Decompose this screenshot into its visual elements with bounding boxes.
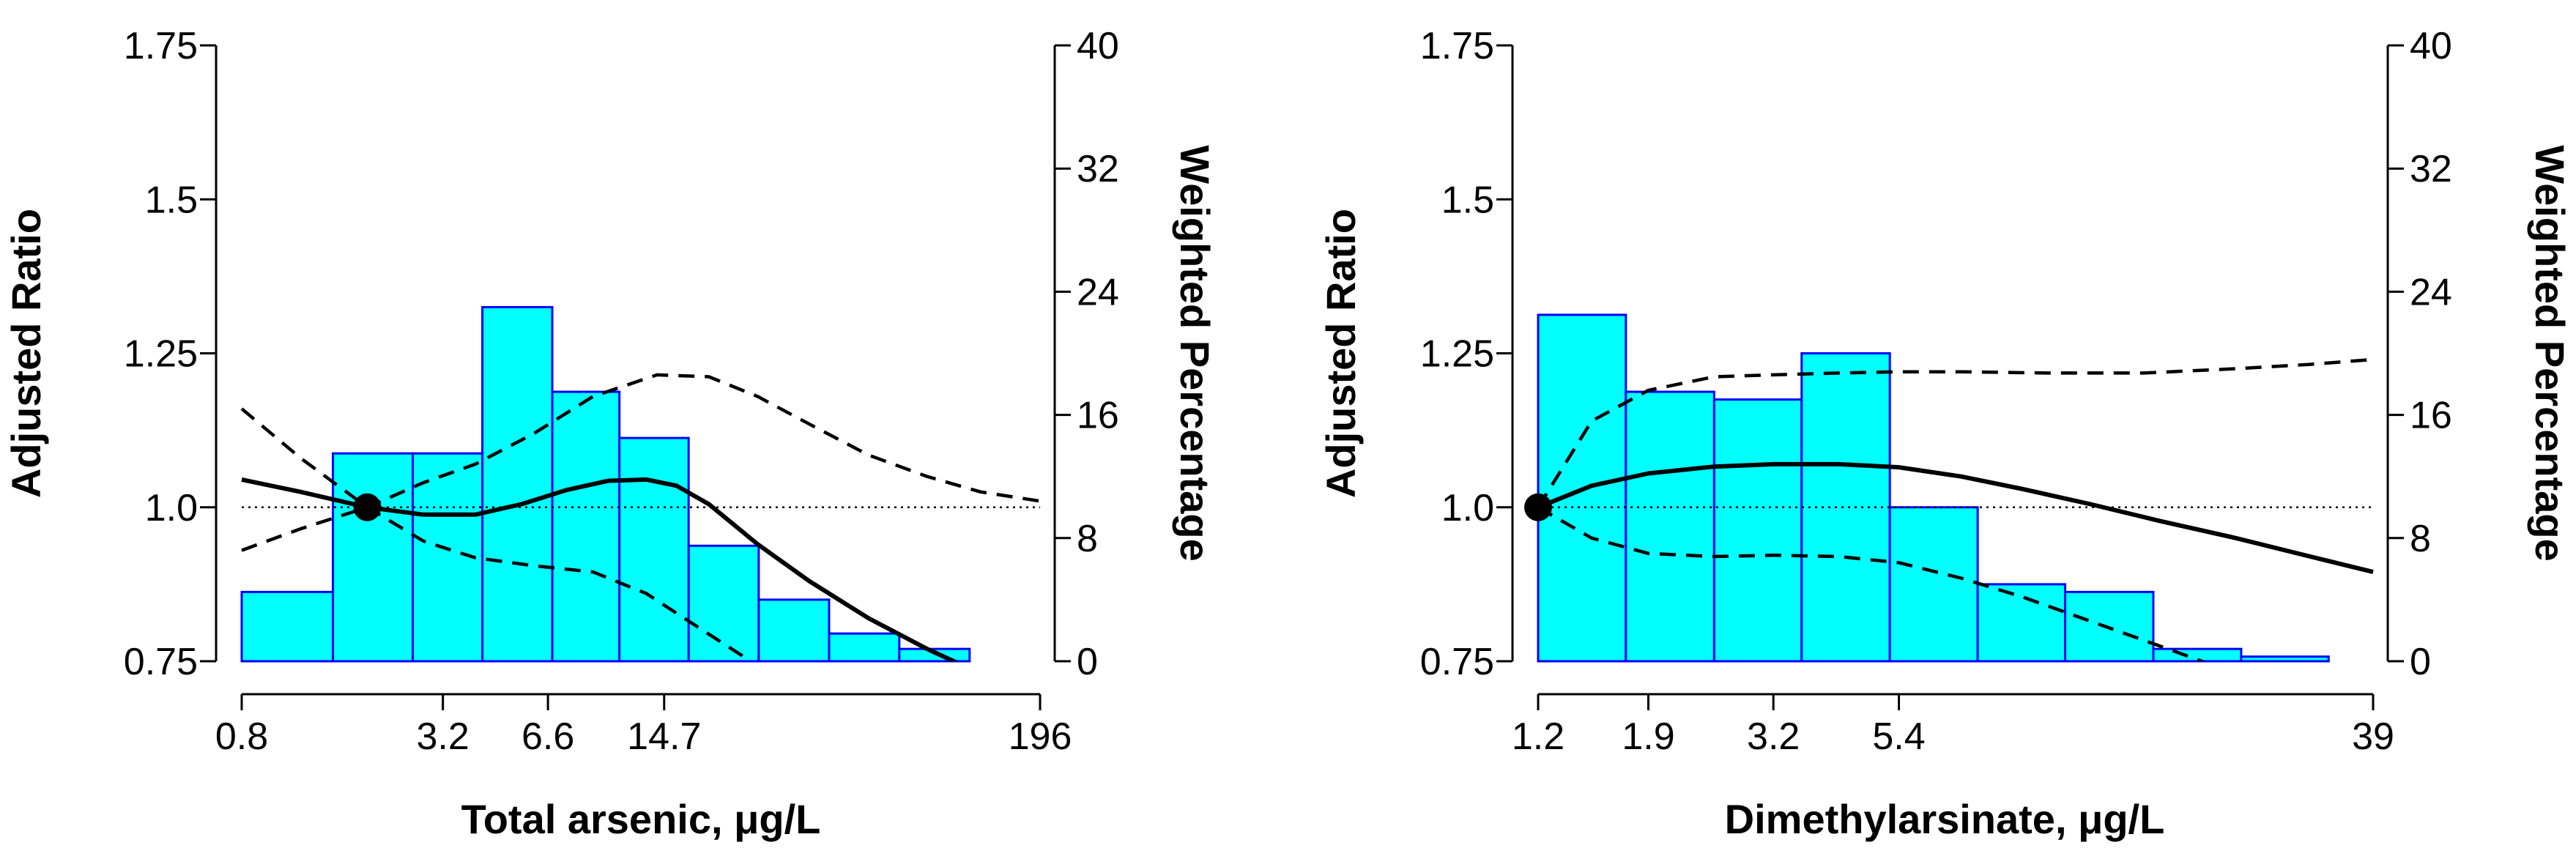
histogram-bar bbox=[2152, 647, 2243, 663]
right-y-tick-label: 40 bbox=[1077, 25, 1119, 67]
right-y-tick-label: 8 bbox=[2410, 518, 2431, 560]
left-y-axis-title: Adjusted Ratio bbox=[3, 209, 49, 498]
histogram-bar bbox=[240, 590, 335, 663]
histogram-bar bbox=[2240, 655, 2330, 663]
left-panel: 0.75 1.0 1.25 1.5 1.75 0 8 16 24 32 40 0.8 3.2 6.6 14.… bbox=[3, 25, 1218, 842]
histogram-bar bbox=[687, 544, 760, 663]
x-tick-label: 14.7 bbox=[627, 715, 701, 758]
histogram-bar bbox=[618, 436, 690, 663]
left-y-tick-label: 1.5 bbox=[1441, 179, 1494, 221]
x-tick-label: 6.6 bbox=[521, 715, 574, 758]
histogram-bar bbox=[828, 632, 901, 663]
right-y-tick-label: 24 bbox=[1077, 271, 1119, 313]
estimate-curve bbox=[1537, 461, 2374, 575]
x-tick-label: 0.8 bbox=[215, 715, 268, 758]
x-tick-label: 1.9 bbox=[1622, 715, 1674, 758]
histogram-bar bbox=[332, 452, 415, 663]
confidence-band-curve bbox=[1537, 357, 2374, 508]
reference-point bbox=[1524, 493, 1552, 521]
x-tick-label: 1.2 bbox=[1512, 715, 1564, 758]
left-y-tick-label: 1.25 bbox=[124, 333, 198, 376]
right-y-tick-label: 16 bbox=[1077, 395, 1119, 437]
histogram-bar bbox=[1625, 390, 1715, 663]
confidence-band-curve bbox=[240, 373, 1041, 510]
left-y-tick-label: 1.0 bbox=[145, 487, 198, 529]
x-axis-title: Dimethylarsinate, μg/L bbox=[1725, 796, 2165, 842]
x-axis-title: Total arsenic, μg/L bbox=[461, 796, 821, 842]
left-y-tick-label: 1.5 bbox=[145, 179, 198, 221]
estimate-curve bbox=[241, 477, 959, 661]
right-y-tick-label: 24 bbox=[2410, 271, 2452, 313]
histogram-bar bbox=[551, 390, 621, 663]
x-tick-label: 3.2 bbox=[417, 715, 469, 758]
right-y-tick-label: 32 bbox=[2410, 148, 2452, 190]
left-y-tick-label: 1.25 bbox=[1420, 333, 1494, 376]
left-y-tick-label: 1.75 bbox=[1420, 25, 1494, 67]
histogram-bar bbox=[1976, 583, 2067, 663]
histogram-bar bbox=[1712, 398, 1803, 663]
histogram-bar bbox=[481, 305, 554, 663]
right-y-tick-label: 0 bbox=[1077, 641, 1098, 683]
right-y-tick-label: 32 bbox=[1077, 148, 1119, 190]
x-tick-label: 5.4 bbox=[1872, 715, 1925, 758]
right-y-tick-label: 40 bbox=[2410, 25, 2452, 67]
right-y-axis-title: Weighted Percentage bbox=[1172, 145, 1218, 561]
right-panel: 0.75 1.0 1.25 1.5 1.75 0 8 16 24 32 40 1.2 1.9 3.2 5.4… bbox=[1318, 25, 2573, 842]
reference-point bbox=[353, 493, 382, 521]
histogram-bar bbox=[1800, 352, 1891, 663]
right-y-tick-label: 0 bbox=[2410, 641, 2431, 683]
x-tick-label: 3.2 bbox=[1747, 715, 1800, 758]
confidence-band-curve bbox=[1537, 505, 2207, 661]
left-y-tick-label: 1.0 bbox=[1441, 487, 1494, 529]
left-y-tick-label: 1.75 bbox=[124, 25, 198, 67]
left-y-axis-title: Adjusted Ratio bbox=[1318, 209, 1364, 498]
histogram-bar bbox=[1888, 506, 1979, 663]
right-y-tick-label: 8 bbox=[1077, 518, 1098, 560]
x-tick-label: 39 bbox=[2352, 715, 2394, 758]
right-y-axis-title: Weighted Percentage bbox=[2527, 145, 2573, 561]
left-y-tick-label: 0.75 bbox=[124, 641, 198, 683]
x-tick-label: 196 bbox=[1009, 715, 1072, 758]
histogram-bar bbox=[757, 598, 831, 663]
right-y-tick-label: 16 bbox=[2410, 395, 2452, 437]
left-y-tick-label: 0.75 bbox=[1420, 641, 1494, 683]
